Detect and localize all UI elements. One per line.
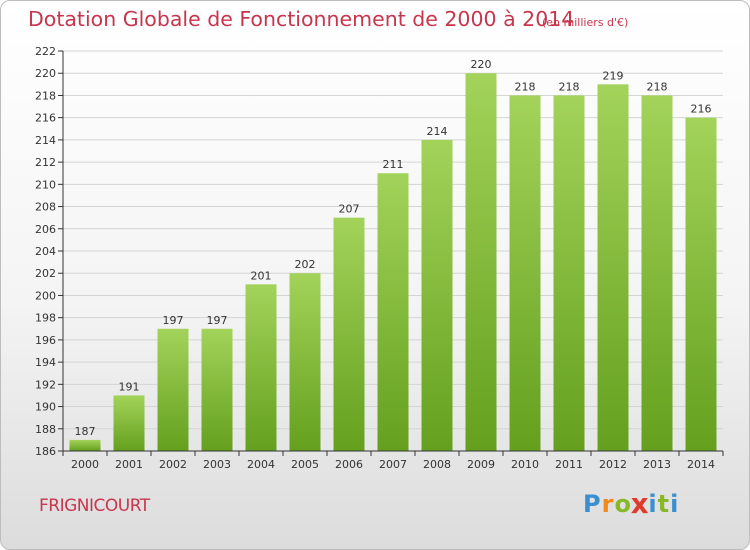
y-tick-label: 222 <box>35 45 56 58</box>
y-tick-label: 186 <box>35 445 56 458</box>
bar <box>597 84 629 451</box>
y-tick-label: 192 <box>35 378 56 391</box>
x-tick-label: 2009 <box>467 458 495 471</box>
x-tick-label: 2001 <box>115 458 143 471</box>
bar-value-label: 197 <box>163 314 184 327</box>
y-tick-label: 208 <box>35 201 56 214</box>
bar <box>289 273 321 451</box>
bar <box>377 173 409 451</box>
chart-title: Dotation Globale de Fonctionnement de 20… <box>28 7 575 31</box>
bar <box>113 395 145 451</box>
x-tick-label: 2008 <box>423 458 451 471</box>
bar-value-label: 216 <box>691 103 712 116</box>
bar <box>421 139 453 451</box>
x-tick-label: 2006 <box>335 458 363 471</box>
y-tick-label: 190 <box>35 401 56 414</box>
y-tick-label: 204 <box>35 245 56 258</box>
bar-value-label: 218 <box>647 80 668 93</box>
proxiti-logo[interactable]: Proxiti <box>583 487 680 521</box>
bar <box>69 439 101 451</box>
bar <box>685 117 717 452</box>
x-tick-label: 2014 <box>687 458 715 471</box>
y-tick-label: 210 <box>35 178 56 191</box>
y-tick-label: 206 <box>35 223 56 236</box>
y-tick-label: 194 <box>35 356 56 369</box>
bar-value-label: 207 <box>339 203 360 216</box>
bar <box>553 95 585 451</box>
town-name: FRIGNICOURT <box>39 496 150 516</box>
x-tick-label: 2011 <box>555 458 583 471</box>
x-tick-label: 2013 <box>643 458 671 471</box>
y-tick-label: 220 <box>35 67 56 80</box>
x-tick-label: 2012 <box>599 458 627 471</box>
bar-value-label: 218 <box>559 80 580 93</box>
y-tick-label: 198 <box>35 312 56 325</box>
bar <box>201 328 233 451</box>
bar-value-label: 191 <box>119 380 140 393</box>
bar <box>641 95 673 451</box>
bar <box>157 328 189 451</box>
bar-value-label: 218 <box>515 80 536 93</box>
bar <box>509 95 541 451</box>
bar-value-label: 202 <box>295 258 316 271</box>
x-tick-label: 2005 <box>291 458 319 471</box>
chart-unit: (en milliers d'€) <box>542 16 629 29</box>
bar-value-label: 220 <box>471 58 492 71</box>
y-tick-label: 214 <box>35 134 56 147</box>
bar <box>465 73 497 451</box>
y-tick-label: 212 <box>35 156 56 169</box>
bar-value-label: 201 <box>251 269 272 282</box>
x-tick-label: 2003 <box>203 458 231 471</box>
x-tick-label: 2002 <box>159 458 187 471</box>
bar-value-label: 219 <box>603 69 624 82</box>
bar-value-label: 211 <box>383 158 404 171</box>
y-tick-label: 200 <box>35 289 56 302</box>
x-tick-label: 2004 <box>247 458 275 471</box>
y-tick-label: 196 <box>35 334 56 347</box>
y-tick-label: 216 <box>35 112 56 125</box>
y-tick-label: 218 <box>35 89 56 102</box>
x-tick-label: 2000 <box>71 458 99 471</box>
x-tick-label: 2007 <box>379 458 407 471</box>
y-tick-label: 188 <box>35 423 56 436</box>
x-tick-label: 2010 <box>511 458 539 471</box>
bar-value-label: 197 <box>207 314 228 327</box>
bar-value-label: 187 <box>75 425 96 438</box>
y-tick-label: 202 <box>35 267 56 280</box>
bar <box>333 217 365 451</box>
bar <box>245 284 277 451</box>
bar-value-label: 214 <box>427 125 448 138</box>
